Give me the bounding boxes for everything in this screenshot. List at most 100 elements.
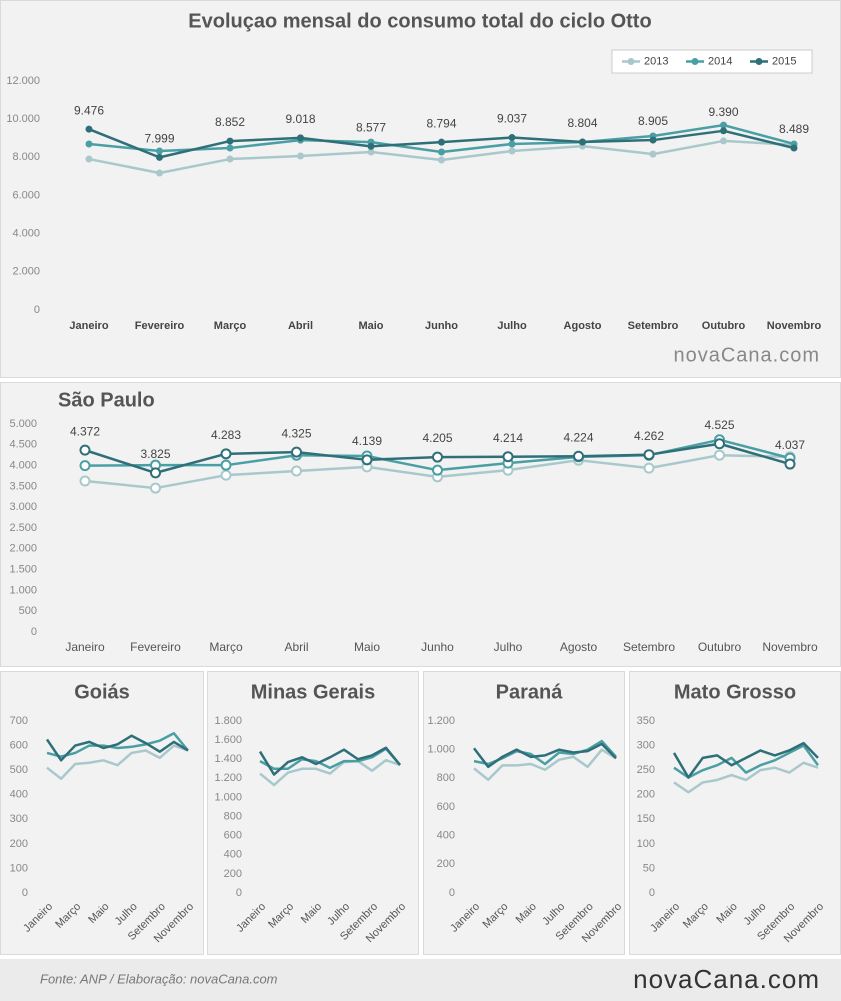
data-label: 4.139 (352, 434, 382, 448)
x-tick-label: Maio (358, 320, 383, 332)
point (643, 462, 655, 474)
panel (423, 671, 625, 955)
x-tick-label: Fevereiro (135, 320, 185, 332)
watermark: novaCana.com (673, 344, 820, 366)
y-tick-label: 1.500 (9, 564, 37, 576)
y-tick-label: 800 (224, 810, 242, 822)
y-tick-label: 250 (637, 764, 655, 776)
y-tick-label: 0 (236, 887, 242, 899)
series-line (258, 746, 401, 776)
point (714, 449, 725, 461)
y-tick-label: 1.600 (214, 734, 242, 746)
y-tick-label: 200 (224, 868, 242, 880)
y-tick-label: 800 (437, 772, 455, 784)
point (790, 144, 798, 152)
legend-label: 2013 (644, 55, 668, 67)
y-tick-label: 0 (31, 626, 37, 638)
panel (207, 671, 419, 955)
series-line (259, 747, 401, 771)
chart-title: Minas Gerais (251, 681, 376, 703)
data-label: 4.214 (493, 431, 523, 445)
data-label: 9.018 (285, 112, 315, 126)
y-tick-label: 1.400 (214, 753, 242, 765)
x-tick-label: Março (209, 640, 243, 654)
chart-title: Evoluçao mensal do consumo total do cicl… (188, 10, 651, 32)
data-label: 4.283 (211, 428, 241, 442)
x-tick-label: Setembro (623, 640, 675, 654)
y-tick-label: 150 (637, 813, 655, 825)
series-line (672, 741, 819, 779)
series-line (673, 744, 820, 779)
point (502, 451, 514, 463)
legend-label: 2015 (772, 55, 796, 67)
y-tick-label: 1.000 (427, 744, 455, 756)
y-tick-label: 500 (19, 605, 37, 617)
logo: novaCana.com (633, 964, 820, 994)
point (432, 451, 443, 463)
point (297, 152, 304, 160)
x-tick-label: Junho (425, 320, 458, 332)
point (150, 482, 161, 494)
y-tick-label: 1.000 (214, 791, 242, 803)
point (79, 475, 91, 487)
x-tick-label: Outubro (698, 640, 742, 654)
point (226, 155, 234, 163)
point (85, 125, 93, 133)
y-tick-label: 0 (649, 887, 655, 899)
x-tick-label: Junho (421, 640, 454, 654)
y-tick-label: 5.000 (9, 418, 37, 430)
y-tick-label: 50 (643, 862, 655, 874)
y-tick-label: 300 (10, 813, 28, 825)
point (367, 142, 375, 150)
x-tick-label: Agosto (560, 640, 598, 654)
point (438, 138, 445, 146)
data-label: 8.794 (426, 116, 456, 130)
x-tick-label: Maio (354, 640, 380, 654)
chart-title: Mato Grosso (674, 681, 796, 703)
data-label: 8.905 (638, 114, 668, 128)
legend-marker (755, 58, 763, 65)
point (649, 136, 657, 144)
x-tick-label: Novembro (767, 320, 822, 332)
point (579, 138, 586, 146)
y-tick-label: 1.000 (9, 584, 37, 596)
point (643, 449, 655, 461)
y-tick-label: 3.500 (9, 480, 37, 492)
y-tick-label: 1.800 (214, 715, 242, 727)
point (508, 140, 516, 148)
y-tick-label: 0 (34, 304, 40, 316)
point (220, 448, 232, 460)
data-label: 3.825 (140, 447, 170, 461)
x-tick-label: Março (214, 320, 247, 332)
point (720, 127, 727, 135)
footer-bar (0, 959, 841, 1001)
data-label: 4.372 (70, 424, 100, 438)
point (720, 121, 727, 129)
y-tick-label: 2.000 (9, 543, 37, 555)
legend-marker (627, 58, 635, 65)
data-label: 9.476 (74, 103, 104, 117)
legend-marker (691, 58, 699, 65)
y-tick-label: 10.000 (6, 113, 40, 125)
point (156, 169, 163, 177)
y-tick-label: 200 (10, 838, 28, 850)
y-tick-label: 100 (637, 838, 655, 850)
point (508, 147, 516, 155)
point (714, 438, 725, 450)
data-label: 9.037 (497, 112, 527, 126)
y-tick-label: 1.200 (427, 715, 455, 727)
point (784, 458, 796, 470)
y-tick-label: 400 (10, 789, 28, 801)
point (156, 153, 163, 161)
data-label: 8.852 (215, 115, 245, 129)
y-tick-label: 200 (637, 789, 655, 801)
chart-title: São Paulo (58, 389, 155, 411)
y-tick-label: 600 (224, 830, 242, 842)
point (508, 134, 516, 142)
data-label: 8.489 (779, 122, 809, 136)
panel (0, 671, 204, 955)
point (649, 150, 657, 158)
panel (0, 382, 841, 667)
y-tick-label: 300 (637, 739, 655, 751)
y-tick-label: 200 (437, 858, 455, 870)
